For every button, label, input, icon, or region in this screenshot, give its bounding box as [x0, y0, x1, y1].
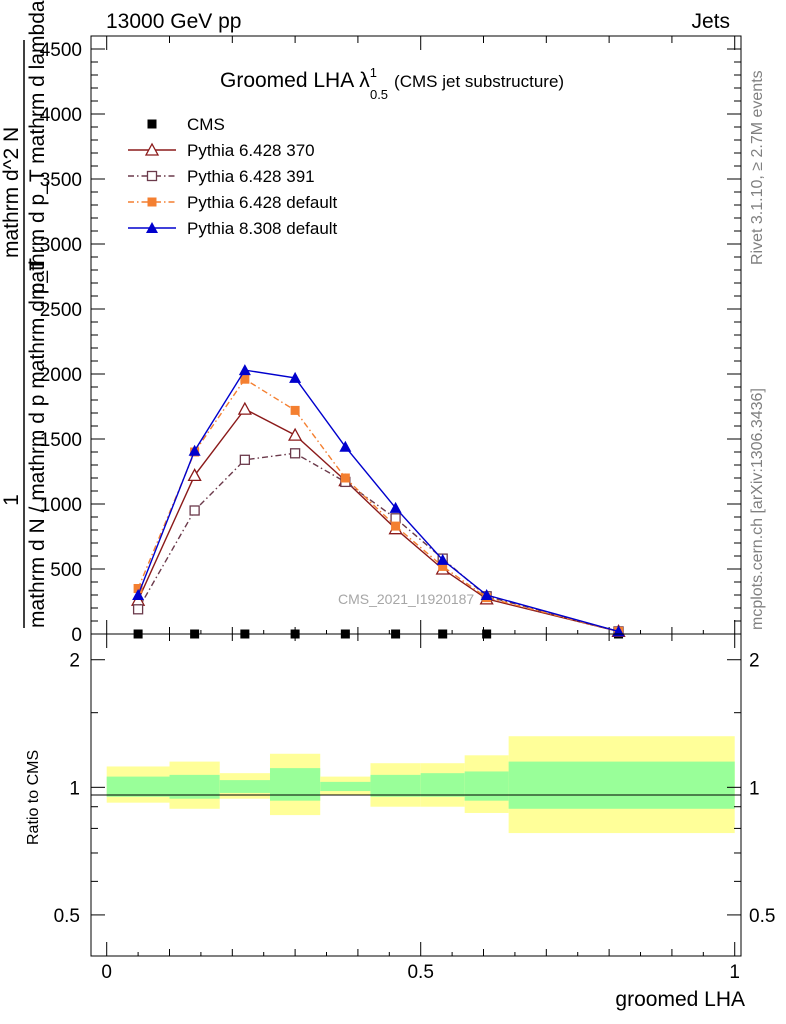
y-tick-label: 3000	[40, 235, 82, 256]
ratio-inner-band	[420, 773, 465, 797]
legend-item: Pythia 8.308 default	[128, 219, 338, 238]
y-tick-label: 1000	[40, 495, 82, 516]
legend-marker	[147, 197, 157, 207]
ratio-inner-band	[464, 771, 509, 801]
data-point	[339, 440, 352, 452]
legend-marker	[146, 170, 158, 182]
data-point	[288, 427, 303, 441]
ratio-y-tick-label: 0.5	[54, 906, 80, 927]
data-point	[480, 589, 493, 600]
legend-label: Pythia 6.428 391	[187, 167, 315, 186]
y-tick-label: 500	[50, 560, 82, 581]
data-point	[436, 553, 449, 565]
main-y-ticks: 0 500 1000 1500 2000 2500 3000 3500 4000 4500	[40, 35, 741, 646]
ratio-y-tick-label: 1	[69, 778, 80, 799]
data-point	[391, 521, 401, 531]
x-tick-label: 0	[101, 962, 112, 983]
watermark: CMS_2021_I1920187	[338, 591, 474, 607]
data-point	[239, 454, 251, 465]
legend-marker	[146, 222, 158, 233]
ratio-inner-band	[320, 781, 371, 792]
legend: CMS Pythia 6.428 370 Pythia 6.428 391 Pythi…	[128, 115, 338, 238]
mcplots-label: mcplots.cern.ch [arXiv:1306.3436]	[749, 388, 766, 630]
data-point	[189, 505, 200, 516]
y-tick-label: 3500	[40, 170, 82, 191]
ratio-inner-band	[508, 761, 735, 809]
y-axis-title: 1 mathrm d N / mathrm d p mathrm d p_T m…	[0, 0, 49, 628]
x-axis-title: groomed LHA	[615, 988, 745, 1011]
x-tick-label: 0.5	[407, 962, 433, 983]
chart-title-symbol: λ	[359, 69, 370, 92]
data-point	[132, 589, 145, 600]
y-tick-label: 4500	[40, 40, 82, 61]
legend-label: Pythia 6.428 370	[187, 141, 315, 160]
data-point	[438, 561, 448, 571]
ratio-inner-band	[370, 774, 421, 797]
data-point	[340, 473, 350, 483]
data-point	[188, 444, 201, 456]
legend-label: Pythia 8.308 default	[187, 219, 338, 238]
data-point	[133, 584, 143, 593]
data-point	[237, 401, 252, 415]
main-panel: 0 500 1000 1500 2000 2500 3000 3500 4000 4500 Gro…	[40, 35, 742, 646]
data-point	[390, 513, 401, 524]
ratio-inner-band	[106, 776, 170, 797]
legend-label: Pythia 6.428 default	[187, 193, 338, 212]
y-tick-label: 1500	[40, 430, 82, 451]
data-point	[238, 364, 251, 376]
chart-title-sup: 1	[370, 65, 377, 80]
series-pythia-6-428-391	[132, 448, 624, 637]
rivet-label: Rivet 3.1.10, ≥ 2.7M events	[749, 70, 766, 265]
data-point	[187, 468, 202, 482]
ratio-y-tick-label: 2	[69, 651, 80, 672]
data-point	[289, 371, 302, 383]
legend-item: Pythia 6.428 default	[128, 193, 338, 212]
ratio-x-ticks: 0 0.5 1	[101, 634, 740, 983]
x-tick-label: 1	[729, 962, 740, 983]
data-point	[240, 374, 250, 384]
y-tick-label: 0	[71, 625, 82, 646]
legend-marker	[147, 119, 157, 129]
legend-item: Pythia 6.428 391	[128, 167, 315, 186]
ratio-panel: 0 0.5 1 0.5 0.51 12 2 Ratio to CMS	[25, 633, 776, 983]
data-point	[389, 501, 402, 513]
y-tick-label: 4000	[40, 105, 82, 126]
legend-item: Pythia 6.428 370	[128, 141, 315, 160]
data-point	[132, 604, 144, 615]
energy-label: 13000 GeV pp	[106, 10, 241, 33]
series-pythia-8-308-default	[132, 364, 625, 637]
ratio-y-label: Ratio to CMS	[25, 750, 42, 845]
ratio-y-ticks: 0.5 0.5 1 1 2 2	[54, 651, 776, 927]
ratio-y-tick-label-right: 0.5	[749, 906, 775, 927]
y-axis-denominator: mathrm d N / mathrm d p mathrm d p_T	[26, 258, 49, 628]
y-tick-label: 2500	[40, 300, 82, 321]
process-label: Jets	[691, 10, 730, 33]
y-axis-dlambda: mathrm d p_T mathrm d lambda	[26, 0, 49, 300]
chart-title: Groomed LHA λ1 0.5 (CMS jet substructure)	[220, 65, 564, 102]
legend-marker	[144, 142, 160, 156]
data-point	[289, 448, 301, 459]
ratio-inner-band	[169, 774, 220, 799]
data-point	[290, 405, 300, 415]
chart-title-text: Groomed LHA	[220, 69, 354, 92]
chart-title-note: (CMS jet substructure)	[394, 72, 564, 91]
y-tick-label: 2000	[40, 365, 82, 386]
ratio-bands	[106, 736, 735, 834]
ratio-y-tick-label-right: 1	[749, 778, 760, 799]
ratio-y-tick-label-right: 2	[749, 651, 760, 672]
legend-label: CMS	[187, 115, 225, 134]
ratio-inner-band	[269, 768, 321, 801]
legend-item: CMS	[147, 115, 225, 134]
y-axis-numerator: 1	[0, 494, 23, 506]
y-axis-d2n: mathrm d^2 N	[0, 127, 23, 258]
chart-title-sub: 0.5	[370, 87, 388, 102]
ratio-inner-band	[219, 780, 270, 793]
